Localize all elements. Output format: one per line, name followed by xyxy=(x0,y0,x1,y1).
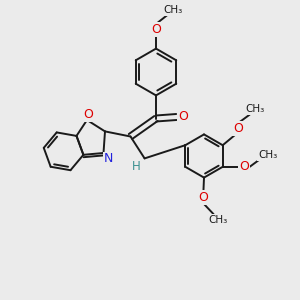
Text: CH₃: CH₃ xyxy=(209,215,228,225)
Text: O: O xyxy=(233,122,243,135)
Text: O: O xyxy=(84,107,93,121)
Text: CH₃: CH₃ xyxy=(163,5,182,15)
Text: O: O xyxy=(199,191,208,204)
Text: N: N xyxy=(104,152,114,166)
Text: O: O xyxy=(239,160,249,173)
Text: H: H xyxy=(132,160,141,173)
Text: CH₃: CH₃ xyxy=(258,150,277,160)
Text: O: O xyxy=(151,22,161,36)
Text: O: O xyxy=(178,110,188,124)
Text: CH₃: CH₃ xyxy=(245,104,265,114)
